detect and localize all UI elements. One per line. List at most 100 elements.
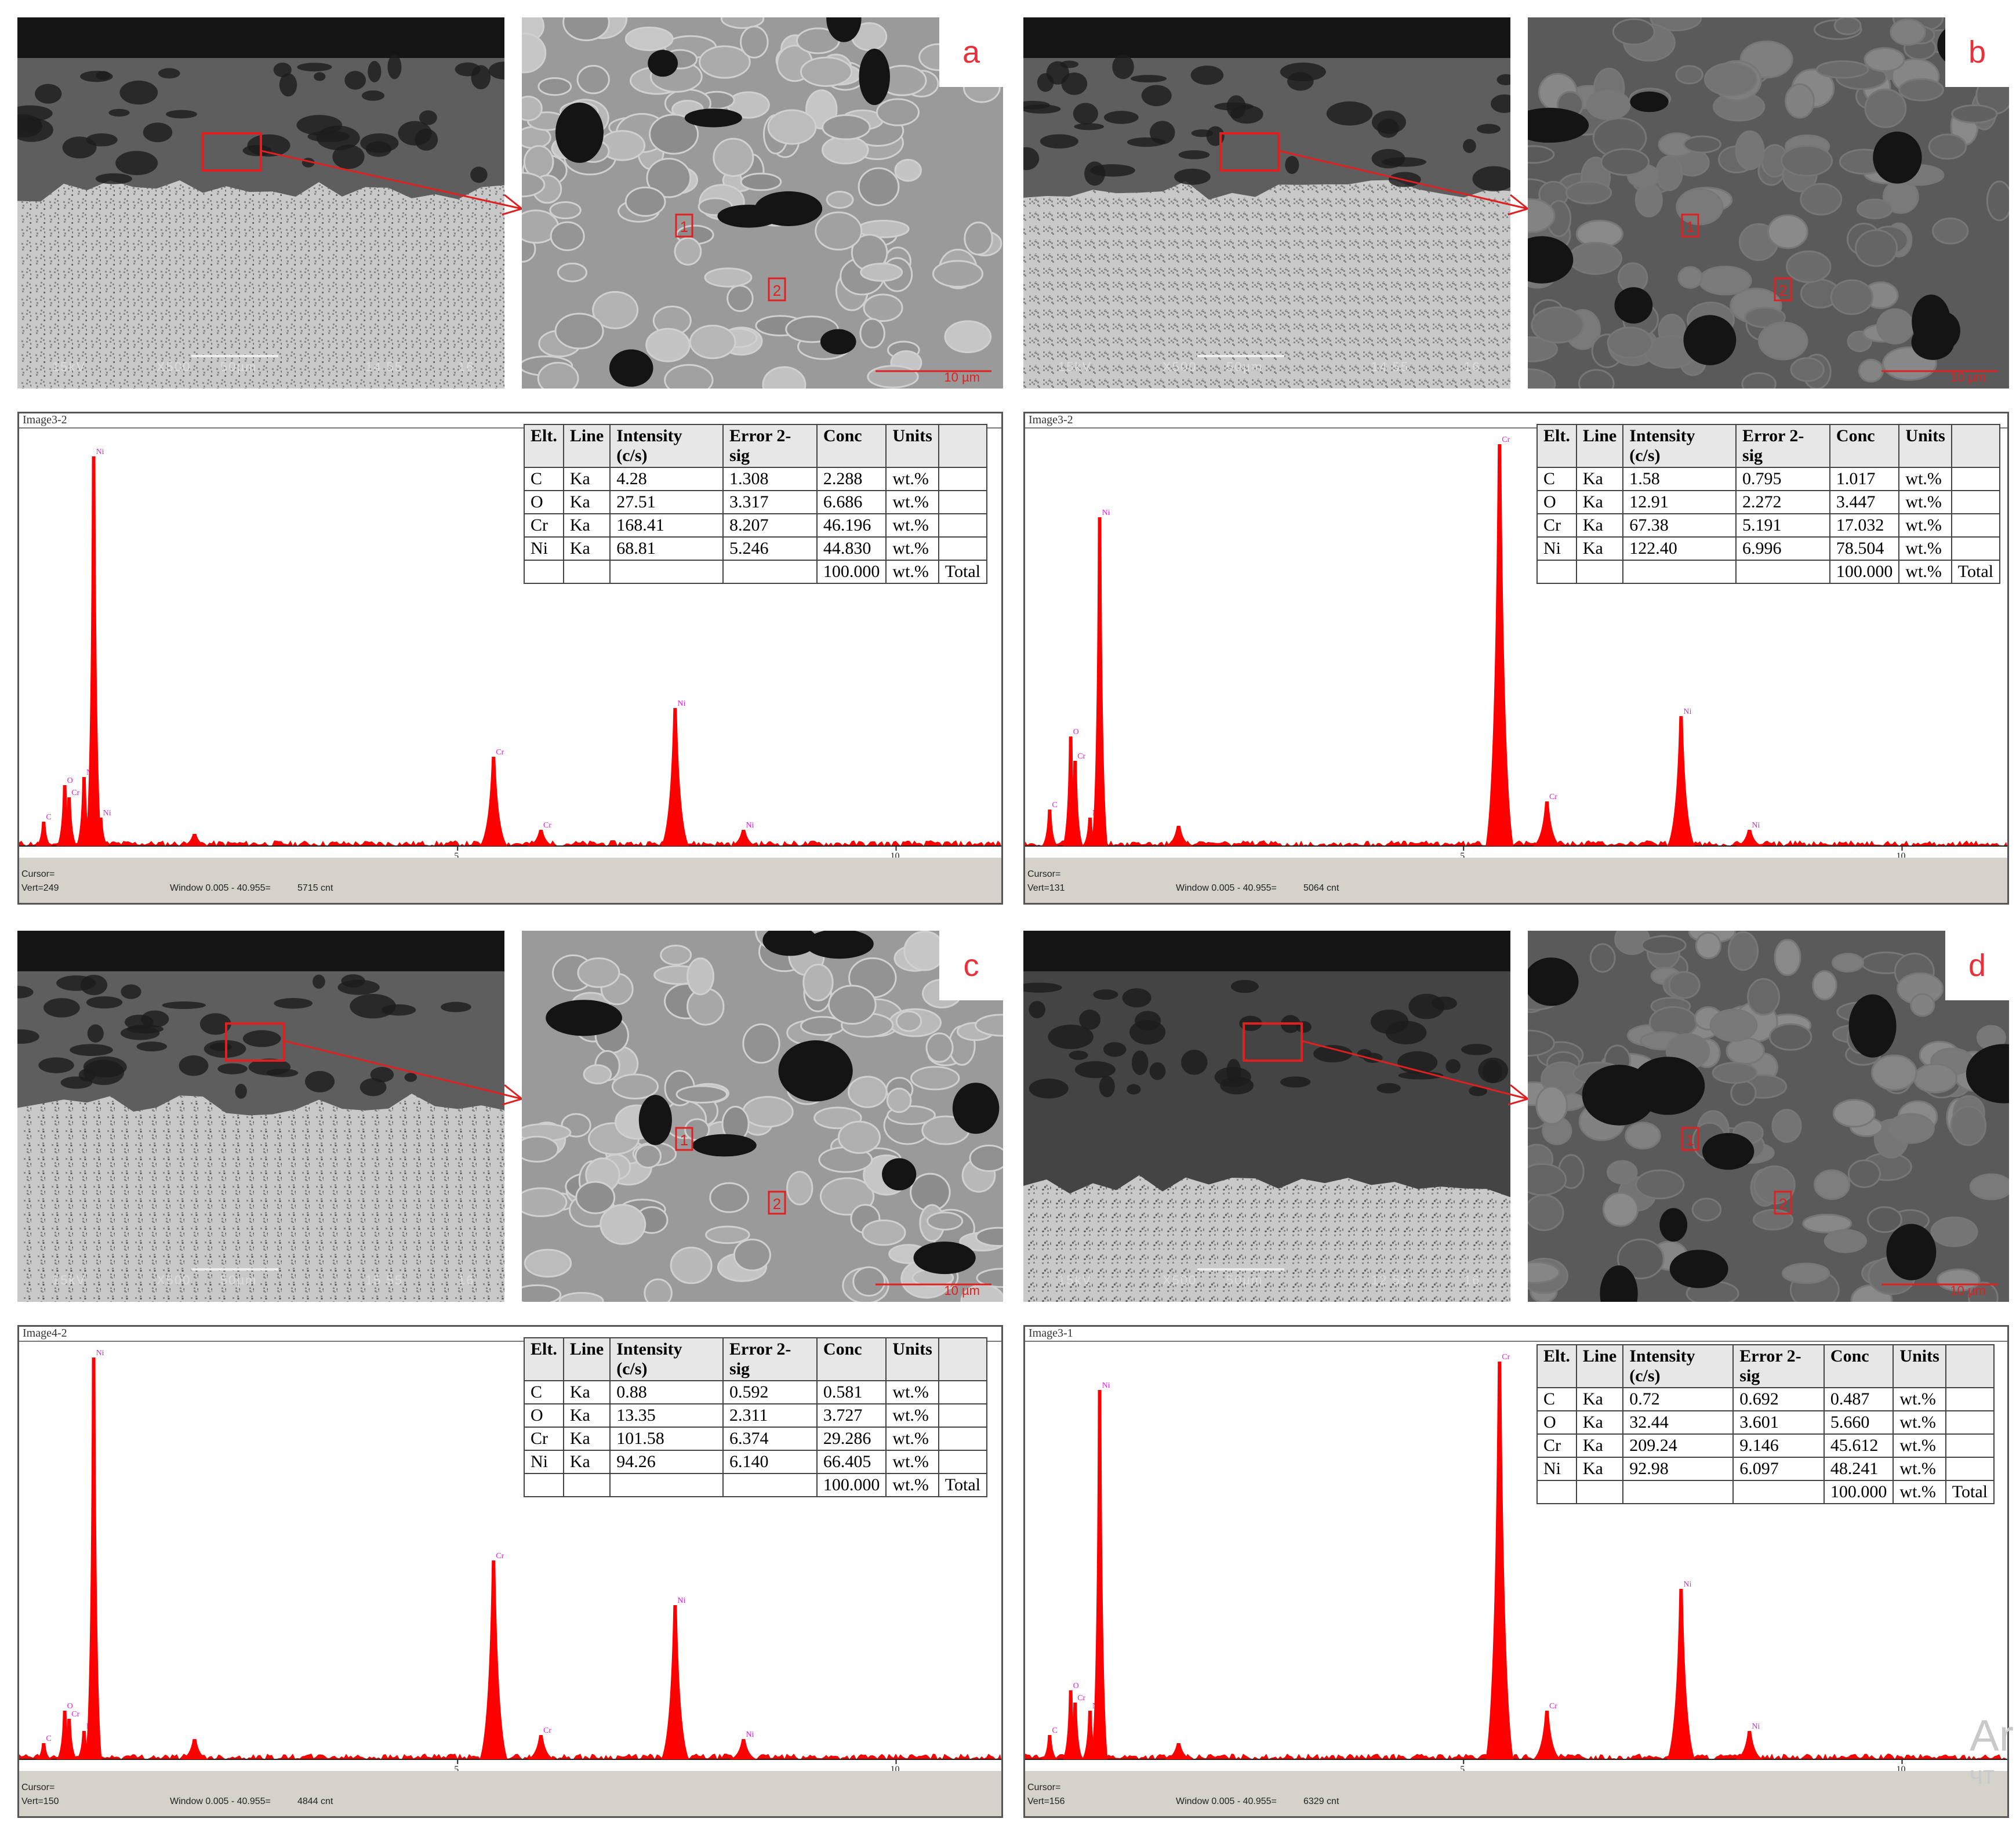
eds-results-table: Elt. Line Intensity (c/s) Error 2-sig Conc Un… — [524, 424, 988, 584]
sem-overview-image: 15kV X500 50µm 14 55 16 — [1023, 17, 1510, 389]
table-cell — [938, 1403, 988, 1428]
x-tick-label: 10. — [891, 851, 902, 858]
spectrum-peak — [1067, 1703, 1084, 1759]
table-header-cell — [1945, 1344, 1995, 1388]
spectrum-peak — [480, 757, 508, 846]
table-cell: Ni — [1536, 536, 1577, 561]
table-cell: Total — [938, 1473, 988, 1497]
table-cell: Ka — [1575, 467, 1624, 491]
panel-b: 15kV X500 50µm 14 55 16 1 2 10 µm b Image3-2 5. 10.… — [1023, 17, 2009, 905]
table-cell — [1536, 1480, 1577, 1504]
spectrum-peak — [1485, 1362, 1514, 1759]
spectrum-title-bar — [19, 427, 1001, 429]
table-cell: 2.311 — [722, 1403, 818, 1428]
table-cell: Ka — [562, 536, 611, 561]
peak-label: C — [46, 1734, 51, 1743]
sem-info-4: 16 — [1464, 360, 1481, 374]
sem-info-3: 14 55 — [1371, 360, 1410, 374]
spectrum-peak — [61, 797, 78, 846]
spectrum-peak — [35, 1743, 52, 1759]
peak-label: Ni — [96, 448, 104, 456]
sem-info-3: 14 55 — [365, 360, 404, 374]
sem-scale-bar — [1197, 355, 1284, 357]
x-tick-label: 10. — [891, 1765, 902, 1771]
peak-label: Cr — [496, 1552, 504, 1560]
table-cell: 100.000 — [816, 1473, 887, 1497]
spectrum-status-bar: Cursor= Vert=150 Window 0.005 - 40.955= 484… — [19, 1771, 1001, 1816]
table-cell: 0.581 — [816, 1380, 887, 1404]
spectrum-peak — [1091, 1390, 1108, 1759]
spectrum-title: Image4-2 — [23, 1327, 67, 1340]
table-header-cell: Line — [562, 424, 611, 468]
table-row: O Ka 32.44 3.601 5.660 wt.% — [1536, 1410, 1995, 1435]
table-cell: Ka — [562, 1450, 611, 1474]
table-header-cell: Line — [562, 1337, 611, 1381]
spectrum-peak — [1735, 1731, 1764, 1759]
sem-info-4: 16 — [458, 360, 475, 374]
table-cell: 3.317 — [722, 490, 818, 514]
table-cell: 46.196 — [816, 513, 887, 538]
eds-spectrum-window: Image3-25.10.COCrNiNiNiCrCrNiNiCursor=Ve… — [17, 412, 1003, 905]
table-cell — [938, 1380, 988, 1404]
table-cell: Cr — [524, 1427, 564, 1451]
svg-text:2: 2 — [1779, 282, 1787, 299]
table-cell — [1536, 560, 1577, 584]
peak-label: C — [1052, 801, 1057, 810]
peak-label: Ni — [677, 1596, 685, 1605]
status-window: Window 0.005 - 40.955= — [170, 883, 271, 893]
sem-info-2: 50µm — [220, 1273, 257, 1287]
sem-overview-image: 15kV X500 50µm 15 55 16 — [17, 931, 504, 1302]
table-cell: wt.% — [1893, 1410, 1946, 1435]
table-cell: Total — [1945, 1480, 1995, 1504]
table-cell: Total — [1950, 560, 2001, 584]
panel-a: 15kV X500 50µm 14 55 16 1 2 10 µm a Image3-2 5. 10.… — [17, 17, 1003, 905]
table-header-cell — [938, 424, 988, 468]
table-cell: 0.88 — [609, 1380, 724, 1404]
table-cell: wt.% — [885, 536, 939, 561]
panel-letter: d — [1945, 931, 2009, 1000]
table-header-cell: Intensity (c/s) — [1622, 424, 1737, 468]
spectrum-peak — [1164, 826, 1193, 846]
table-cell — [1945, 1457, 1995, 1481]
table-cell — [938, 1427, 988, 1451]
sem-info-0: 15kV — [1058, 360, 1092, 374]
spectrum-title: Image3-2 — [1029, 413, 1073, 426]
table-row: C Ka 0.88 0.592 0.581 wt.% — [524, 1380, 988, 1404]
point-marker-1: 1 — [675, 1127, 693, 1151]
status-counts: 5715 cnt — [297, 883, 333, 893]
table-cell: 3.601 — [1732, 1410, 1825, 1435]
svg-text:1: 1 — [680, 218, 688, 235]
table-cell — [524, 560, 564, 584]
table-cell: 100.000 — [1823, 1480, 1894, 1504]
peak-label: Cr — [1077, 752, 1085, 761]
table-cell: 101.58 — [609, 1427, 724, 1451]
table-cell: 44.830 — [816, 536, 887, 561]
table-cell: wt.% — [885, 560, 939, 584]
table-cell: 9.146 — [1732, 1433, 1825, 1458]
point-marker-2: 2 — [768, 277, 786, 302]
table-cell: 3.727 — [816, 1403, 887, 1428]
table-cell: 6.686 — [816, 490, 887, 514]
svg-text:1: 1 — [1686, 218, 1694, 235]
table-row: 100.000 wt.% Total — [524, 560, 988, 584]
svg-text:2: 2 — [773, 1195, 781, 1213]
sem-info-1: X500 — [157, 1273, 191, 1287]
table-row: 100.000 wt.% Total — [1536, 560, 2001, 584]
svg-text:2: 2 — [1779, 1195, 1787, 1213]
spectrum-peak — [1532, 801, 1561, 846]
table-header-cell: Line — [1575, 424, 1624, 468]
status-vert: Vert=150 — [21, 1796, 59, 1806]
table-header-cell: Error 2-sig — [1735, 424, 1830, 468]
table-cell: 6.374 — [722, 1427, 818, 1451]
zoom-scale-label: 10 µm — [1950, 370, 1986, 384]
spectrum-noise — [1025, 840, 2007, 846]
table-cell — [1622, 1480, 1734, 1504]
table-cell: 3.447 — [1829, 490, 1900, 514]
zoom-scale-label: 10 µm — [944, 370, 980, 384]
table-row: O Ka 13.35 2.311 3.727 wt.% — [524, 1403, 988, 1428]
table-header-cell: Elt. — [1536, 1344, 1577, 1388]
spectrum-peak — [661, 1605, 689, 1759]
spectrum-peak — [1041, 810, 1058, 846]
table-cell: 6.140 — [722, 1450, 818, 1474]
